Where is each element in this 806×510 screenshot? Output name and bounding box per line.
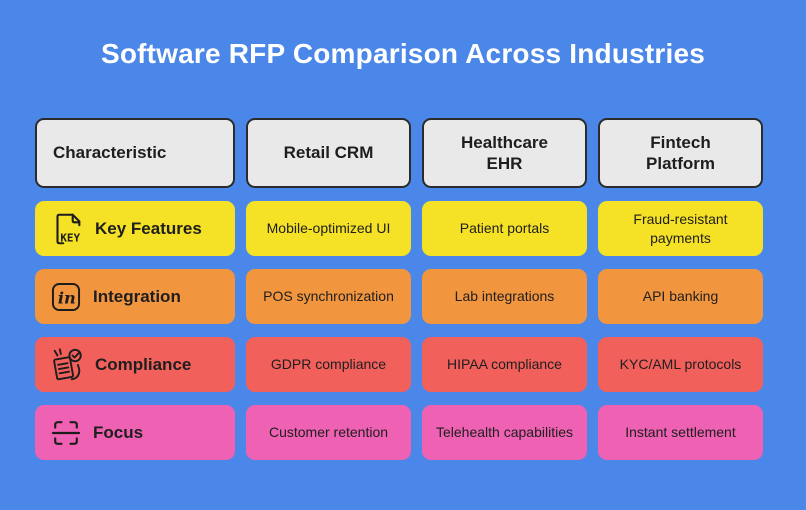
row-label-key-features: KEY Key Features bbox=[35, 201, 235, 256]
header-characteristic: Characteristic bbox=[35, 118, 235, 188]
data-cell: Instant settlement bbox=[598, 405, 763, 460]
row-label-compliance: Compliance bbox=[35, 337, 235, 392]
row-label-text: Focus bbox=[93, 422, 144, 442]
data-cell: Telehealth capabilities bbox=[422, 405, 587, 460]
data-cell: API banking bbox=[598, 269, 763, 324]
data-cell: Lab integrations bbox=[422, 269, 587, 324]
data-cell: KYC/AML protocols bbox=[598, 337, 763, 392]
row-label-integration: in Integration bbox=[35, 269, 235, 324]
row-label-text: Integration bbox=[93, 286, 181, 306]
header-fintech-platform: Fintech Platform bbox=[598, 118, 763, 188]
data-cell: Customer retention bbox=[246, 405, 411, 460]
infographic-background: { "title": "Software RFP Comparison Acro… bbox=[0, 38, 806, 510]
compliance-checklist-icon bbox=[48, 346, 86, 384]
page-title: Software RFP Comparison Across Industrie… bbox=[100, 38, 706, 69]
integration-icon: in bbox=[48, 279, 84, 315]
data-cell: POS synchronization bbox=[246, 269, 411, 324]
header-healthcare-ehr: Healthcare EHR bbox=[422, 118, 587, 188]
key-document-icon: KEY bbox=[48, 210, 86, 248]
data-cell: Mobile-optimized UI bbox=[246, 201, 411, 256]
data-cell: GDPR compliance bbox=[246, 337, 411, 392]
row-label-focus: Focus bbox=[35, 405, 235, 460]
focus-frame-icon bbox=[48, 415, 84, 451]
data-cell: Patient portals bbox=[422, 201, 587, 256]
data-cell: Fraud-resistant payments bbox=[598, 201, 763, 256]
svg-text:in: in bbox=[58, 288, 76, 307]
comparison-table: Characteristic Retail CRM Healthcare EHR… bbox=[35, 118, 763, 460]
header-retail-crm: Retail CRM bbox=[246, 118, 411, 188]
row-label-text: Compliance bbox=[95, 354, 192, 374]
data-cell: HIPAA compliance bbox=[422, 337, 587, 392]
row-label-text: Key Features bbox=[95, 218, 202, 238]
svg-text:KEY: KEY bbox=[60, 231, 80, 244]
